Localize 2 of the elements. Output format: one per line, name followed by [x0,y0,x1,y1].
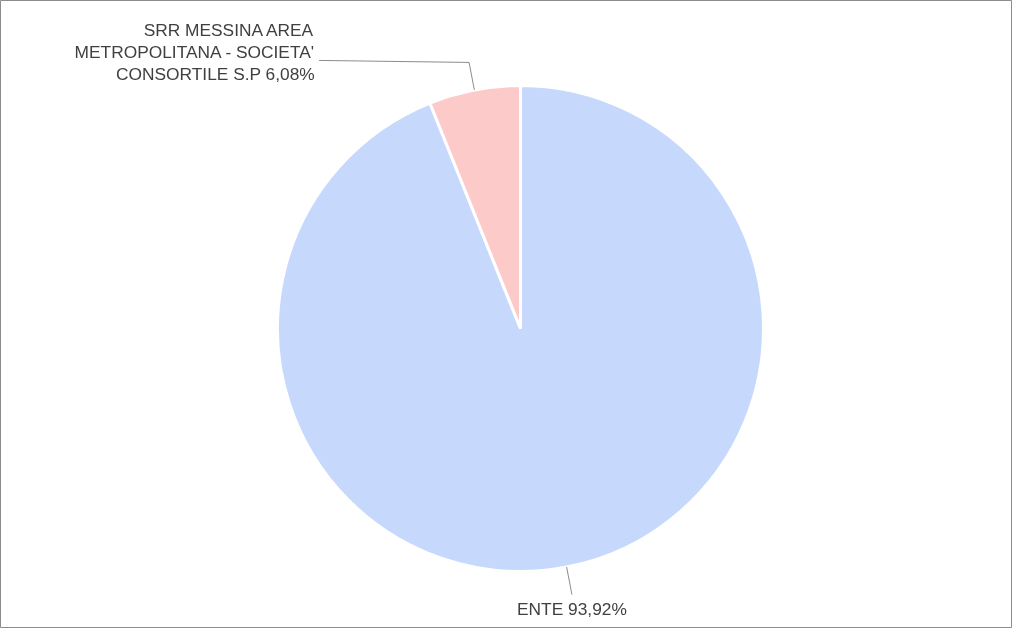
slice-label: ENTE 93,92% [517,598,627,619]
slice-label: SRR MESSINA AREA METROPOLITANA - SOCIETA' CONSORTILE S.P 6,08% [74,20,315,85]
